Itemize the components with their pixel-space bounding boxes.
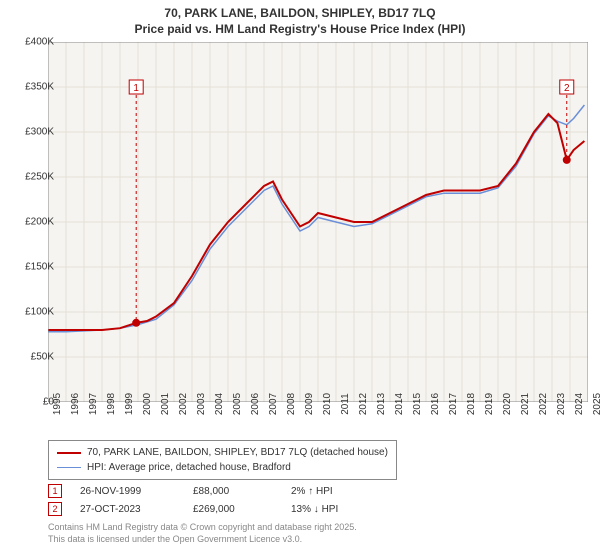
- event-date-2: 27-OCT-2023: [80, 504, 175, 515]
- chart-svg: 12: [48, 42, 588, 402]
- legend-label-2: HPI: Average price, detached house, Brad…: [87, 460, 291, 475]
- y-tick-label: £250K: [10, 172, 54, 183]
- event-row-1: 1 26-NOV-1999 £88,000 2% ↑ HPI: [48, 484, 381, 498]
- x-tick-label: 2025: [592, 393, 600, 415]
- y-tick-label: £150K: [10, 262, 54, 273]
- x-tick-label: 2018: [466, 393, 477, 415]
- copyright-line-2: This data is licensed under the Open Gov…: [48, 534, 357, 546]
- event-pct-2: 13% ↓ HPI: [291, 504, 381, 515]
- svg-text:1: 1: [133, 83, 139, 94]
- y-tick-label: £300K: [10, 127, 54, 138]
- x-tick-label: 2022: [538, 393, 549, 415]
- x-tick-label: 2003: [196, 393, 207, 415]
- chart-container: 70, PARK LANE, BAILDON, SHIPLEY, BD17 7L…: [0, 0, 600, 560]
- x-tick-label: 2024: [574, 393, 585, 415]
- x-tick-label: 2005: [232, 393, 243, 415]
- x-tick-label: 2007: [268, 393, 279, 415]
- x-tick-label: 2019: [484, 393, 495, 415]
- event-marker-2: 2: [48, 502, 62, 516]
- x-tick-label: 2001: [160, 393, 171, 415]
- legend-item-2: HPI: Average price, detached house, Brad…: [57, 460, 388, 475]
- x-tick-label: 2010: [322, 393, 333, 415]
- x-tick-label: 2000: [142, 393, 153, 415]
- x-tick-label: 1996: [70, 393, 81, 415]
- y-tick-label: £50K: [10, 352, 54, 363]
- x-tick-label: 2009: [304, 393, 315, 415]
- event-price-1: £88,000: [193, 486, 273, 497]
- x-tick-label: 2023: [556, 393, 567, 415]
- event-date-1: 26-NOV-1999: [80, 486, 175, 497]
- x-tick-label: 1995: [52, 393, 63, 415]
- x-tick-label: 2021: [520, 393, 531, 415]
- legend-label-1: 70, PARK LANE, BAILDON, SHIPLEY, BD17 7L…: [87, 445, 388, 460]
- x-tick-label: 2017: [448, 393, 459, 415]
- y-tick-label: £350K: [10, 82, 54, 93]
- x-tick-label: 2015: [412, 393, 423, 415]
- x-tick-label: 1998: [106, 393, 117, 415]
- x-tick-label: 1997: [88, 393, 99, 415]
- x-tick-label: 2006: [250, 393, 261, 415]
- y-tick-label: £400K: [10, 37, 54, 48]
- event-marker-1: 1: [48, 484, 62, 498]
- event-pct-1: 2% ↑ HPI: [291, 486, 381, 497]
- x-tick-label: 2013: [376, 393, 387, 415]
- title-line-2: Price paid vs. HM Land Registry's House …: [0, 22, 600, 38]
- title-line-1: 70, PARK LANE, BAILDON, SHIPLEY, BD17 7L…: [0, 6, 600, 22]
- x-tick-label: 2020: [502, 393, 513, 415]
- x-tick-label: 2014: [394, 393, 405, 415]
- y-tick-label: £200K: [10, 217, 54, 228]
- event-row-2: 2 27-OCT-2023 £269,000 13% ↓ HPI: [48, 502, 381, 516]
- x-tick-label: 2016: [430, 393, 441, 415]
- y-tick-label: £0: [10, 397, 54, 408]
- legend-swatch-2: [57, 467, 81, 469]
- x-tick-label: 2012: [358, 393, 369, 415]
- legend-item-1: 70, PARK LANE, BAILDON, SHIPLEY, BD17 7L…: [57, 445, 388, 460]
- svg-text:2: 2: [564, 83, 570, 94]
- events-table: 1 26-NOV-1999 £88,000 2% ↑ HPI 2 27-OCT-…: [48, 484, 381, 520]
- legend-swatch-1: [57, 452, 81, 454]
- x-tick-label: 1999: [124, 393, 135, 415]
- y-tick-label: £100K: [10, 307, 54, 318]
- event-price-2: £269,000: [193, 504, 273, 515]
- copyright-line-1: Contains HM Land Registry data © Crown c…: [48, 522, 357, 534]
- copyright: Contains HM Land Registry data © Crown c…: [48, 522, 357, 545]
- legend: 70, PARK LANE, BAILDON, SHIPLEY, BD17 7L…: [48, 440, 397, 480]
- x-tick-label: 2011: [340, 393, 351, 415]
- x-tick-label: 2004: [214, 393, 225, 415]
- chart-title: 70, PARK LANE, BAILDON, SHIPLEY, BD17 7L…: [0, 0, 600, 37]
- x-tick-label: 2002: [178, 393, 189, 415]
- x-tick-label: 2008: [286, 393, 297, 415]
